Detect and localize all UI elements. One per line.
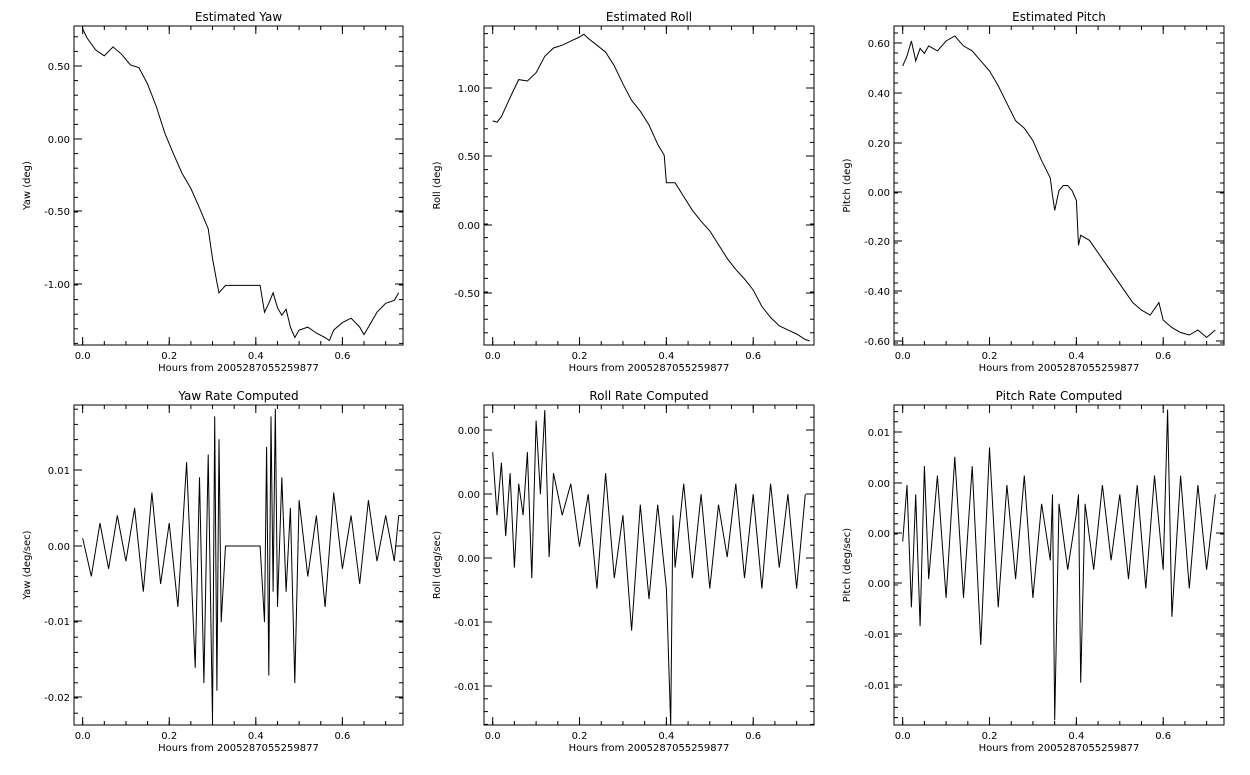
y-tick-label: -0.60 bbox=[864, 337, 890, 348]
chart-panel-5: Roll Rate Computed 0.0 0.2 0.4 0.6 0.00 0.00 0.… bbox=[432, 389, 815, 754]
series-line bbox=[902, 409, 1216, 721]
y-tick-label: 0.00 bbox=[868, 579, 890, 590]
x-tick-label: 0.6 bbox=[745, 351, 761, 362]
y-tick-label: -0.01 bbox=[454, 682, 480, 693]
series-line bbox=[902, 35, 1216, 339]
x-axis-label: Hours from 2005287055259877 bbox=[569, 743, 730, 754]
chart-title: Estimated Roll bbox=[606, 10, 692, 24]
x-axis-label: Hours from 2005287055259877 bbox=[979, 363, 1140, 374]
y-tick-label: 0.01 bbox=[48, 466, 70, 477]
plot-frame bbox=[893, 25, 1225, 346]
x-tick-label: 0.0 bbox=[485, 351, 501, 362]
x-tick-label: 0.2 bbox=[982, 731, 998, 742]
y-axis-label: Pitch (deg/sec) bbox=[842, 528, 853, 603]
chart-title: Pitch Rate Computed bbox=[996, 389, 1123, 403]
chart-panel-4: Yaw Rate Computed 0.0 0.2 0.4 0.6 0.01 0.00 -0.… bbox=[22, 389, 404, 754]
series-line bbox=[492, 33, 810, 342]
x-tick-label: 0.6 bbox=[334, 351, 350, 362]
y-axis-label: Yaw (deg) bbox=[22, 161, 33, 211]
y-tick-label: 0.00 bbox=[458, 554, 480, 565]
y-tick-label: 0.00 bbox=[458, 426, 480, 437]
x-axis-label: Hours from 2005287055259877 bbox=[158, 363, 319, 374]
y-tick-label: 0.00 bbox=[868, 479, 890, 490]
y-tick-label: -0.20 bbox=[864, 237, 890, 248]
x-tick-label: 0.4 bbox=[658, 351, 674, 362]
chart-panel-2: Estimated Roll 0.0 0.2 0.4 0.6 1.00 0.50 0.00 -0… bbox=[432, 10, 815, 374]
y-tick-label: -0.01 bbox=[454, 618, 480, 629]
y-tick-label: -0.02 bbox=[44, 693, 70, 704]
series-line bbox=[492, 410, 806, 726]
series-line bbox=[82, 28, 400, 342]
x-axis-label: Hours from 2005287055259877 bbox=[569, 363, 730, 374]
y-axis-label: Roll (deg/sec) bbox=[432, 531, 443, 599]
y-tick-label: 0.50 bbox=[458, 152, 480, 163]
x-tick-label: 0.2 bbox=[161, 351, 177, 362]
y-axis-label: Yaw (deg/sec) bbox=[22, 530, 33, 600]
chart-title: Estimated Yaw bbox=[195, 10, 282, 24]
x-tick-label: 0.4 bbox=[1068, 351, 1084, 362]
x-tick-label: 0.6 bbox=[1155, 351, 1171, 362]
x-tick-label: 0.4 bbox=[1068, 731, 1084, 742]
x-tick-label: 0.0 bbox=[75, 351, 91, 362]
y-tick-label: 0.00 bbox=[868, 529, 890, 540]
plot-frame bbox=[483, 404, 815, 726]
chart-title: Roll Rate Computed bbox=[589, 389, 708, 403]
x-tick-label: 0.0 bbox=[75, 731, 91, 742]
y-tick-label: -0.50 bbox=[454, 289, 480, 300]
y-tick-label: 0.40 bbox=[868, 89, 890, 100]
x-tick-label: 0.4 bbox=[658, 731, 674, 742]
y-tick-label: 0.00 bbox=[458, 490, 480, 501]
y-axis-label: Pitch (deg) bbox=[842, 158, 853, 212]
x-tick-label: 0.2 bbox=[572, 731, 588, 742]
x-tick-label: 0.6 bbox=[745, 731, 761, 742]
plot-frame bbox=[73, 404, 404, 726]
plot-frame bbox=[73, 25, 404, 346]
plot-frame bbox=[483, 25, 815, 346]
y-tick-label: -1.00 bbox=[44, 280, 70, 291]
y-tick-label: -0.01 bbox=[864, 630, 890, 641]
x-axis-label: Hours from 2005287055259877 bbox=[158, 743, 319, 754]
y-axis-label: Roll (deg) bbox=[432, 161, 443, 209]
x-tick-label: 0.2 bbox=[572, 351, 588, 362]
x-tick-label: 0.6 bbox=[1155, 731, 1171, 742]
x-tick-label: 0.0 bbox=[895, 731, 911, 742]
y-tick-label: 1.00 bbox=[458, 84, 480, 95]
x-tick-label: 0.0 bbox=[485, 731, 501, 742]
chart-panel-6: Pitch Rate Computed 0.0 0.2 0.4 0.6 0.01 0.00 0… bbox=[842, 389, 1225, 754]
y-tick-label: -0.40 bbox=[864, 287, 890, 298]
x-tick-label: 0.2 bbox=[161, 731, 177, 742]
y-tick-label: 0.01 bbox=[868, 428, 890, 439]
y-tick-label: 0.00 bbox=[868, 188, 890, 199]
y-tick-label: 0.00 bbox=[48, 135, 70, 146]
chart-title: Estimated Pitch bbox=[1012, 10, 1106, 24]
series-line bbox=[82, 408, 400, 722]
chart-panel-1: Estimated Yaw 0.0 0.2 0.4 0.6 0.50 0.00 -0.50 -1… bbox=[22, 10, 404, 374]
chart-title: Yaw Rate Computed bbox=[177, 389, 298, 403]
y-tick-label: -0.01 bbox=[864, 681, 890, 692]
x-tick-label: 0.4 bbox=[248, 351, 264, 362]
y-tick-label: 0.00 bbox=[458, 221, 480, 232]
y-tick-label: 0.60 bbox=[868, 39, 890, 50]
chart-panel-3: Estimated Pitch 0.0 0.2 0.4 0.6 0.60 0.40 0.20 0… bbox=[842, 10, 1225, 374]
x-axis-label: Hours from 2005287055259877 bbox=[979, 743, 1140, 754]
y-tick-label: -0.01 bbox=[44, 617, 70, 628]
x-tick-label: 0.4 bbox=[248, 731, 264, 742]
y-tick-label: 0.00 bbox=[48, 542, 70, 553]
y-tick-label: 0.20 bbox=[868, 139, 890, 150]
x-tick-label: 0.2 bbox=[982, 351, 998, 362]
x-tick-label: 0.6 bbox=[334, 731, 350, 742]
x-tick-label: 0.0 bbox=[895, 351, 911, 362]
y-tick-label: -0.50 bbox=[44, 207, 70, 218]
y-tick-label: 0.50 bbox=[48, 62, 70, 73]
